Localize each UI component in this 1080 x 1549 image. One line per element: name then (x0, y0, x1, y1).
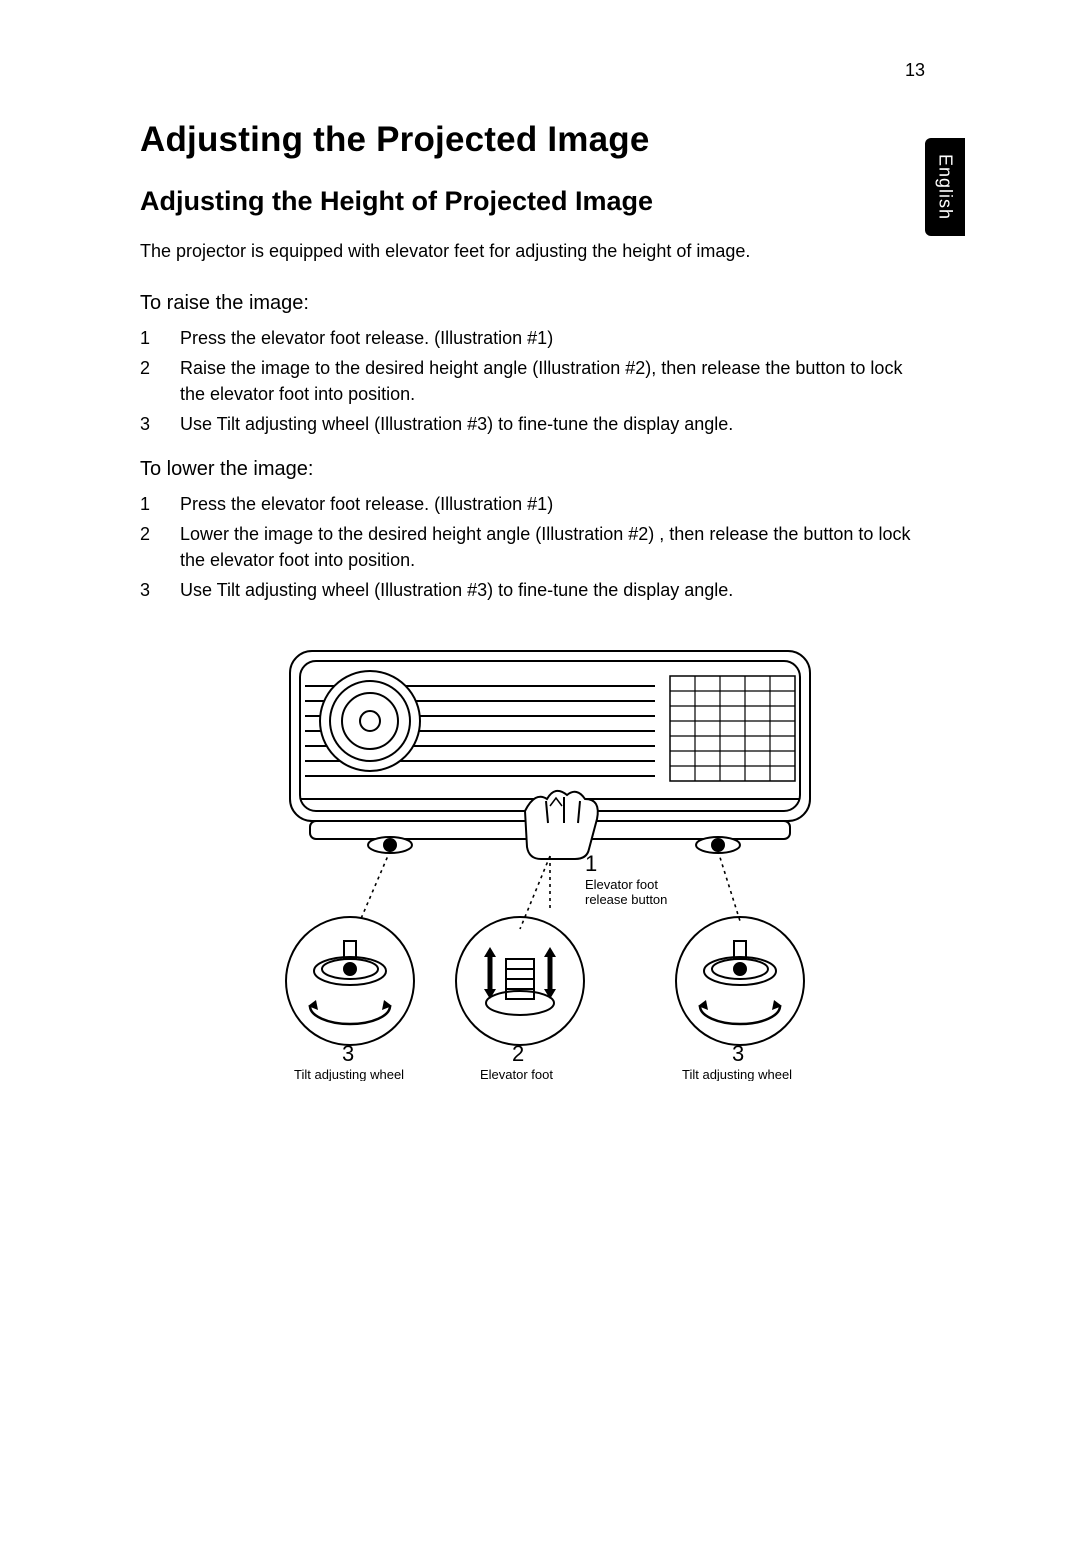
callout-number-1: 1 (585, 851, 597, 876)
intro-paragraph: The projector is equipped with elevator … (140, 239, 960, 264)
step-text: Use Tilt adjusting wheel (Illustration #… (180, 411, 960, 437)
step-text: Raise the image to the desired height an… (180, 355, 960, 407)
callout-label-2: Elevator foot (480, 1067, 553, 1081)
callout-label-1b: release button (585, 892, 667, 907)
step-text: Use Tilt adjusting wheel (Illustration #… (180, 577, 960, 603)
list-item: 2 Lower the image to the desired height … (140, 521, 960, 573)
step-number: 2 (140, 521, 180, 547)
page-number: 13 (905, 60, 925, 81)
document-page: 13 English Adjusting the Projected Image… (0, 0, 1080, 1549)
projector-illustration: 1 Elevator foot release button 3 Tilt ad… (250, 641, 850, 1081)
list-item: 2 Raise the image to the desired height … (140, 355, 960, 407)
callout-number-2: 2 (512, 1041, 524, 1066)
list-item: 3 Use Tilt adjusting wheel (Illustration… (140, 577, 960, 603)
callout-number-3b: 3 (732, 1041, 744, 1066)
page-title: Adjusting the Projected Image (140, 120, 960, 160)
step-number: 3 (140, 411, 180, 437)
language-tab: English (925, 138, 965, 236)
list-item: 3 Use Tilt adjusting wheel (Illustration… (140, 411, 960, 437)
list-item: 1 Press the elevator foot release. (Illu… (140, 491, 960, 517)
step-number: 2 (140, 355, 180, 381)
raise-heading: To raise the image: (140, 292, 960, 315)
step-text: Lower the image to the desired height an… (180, 521, 960, 573)
callout-number-3a: 3 (342, 1041, 354, 1066)
step-number: 1 (140, 325, 180, 351)
step-number: 3 (140, 577, 180, 603)
callout-label-3b: Tilt adjusting wheel (682, 1067, 792, 1081)
step-text: Press the elevator foot release. (Illust… (180, 325, 960, 351)
raise-steps: 1 Press the elevator foot release. (Illu… (140, 325, 960, 437)
list-item: 1 Press the elevator foot release. (Illu… (140, 325, 960, 351)
illustration-container: 1 Elevator foot release button 3 Tilt ad… (140, 641, 960, 1081)
step-text: Press the elevator foot release. (Illust… (180, 491, 960, 517)
callout-label-3a: Tilt adjusting wheel (294, 1067, 404, 1081)
callout-label-1a: Elevator foot (585, 877, 658, 892)
section-heading: Adjusting the Height of Projected Image (140, 186, 960, 217)
lower-steps: 1 Press the elevator foot release. (Illu… (140, 491, 960, 603)
lower-heading: To lower the image: (140, 458, 960, 481)
step-number: 1 (140, 491, 180, 517)
